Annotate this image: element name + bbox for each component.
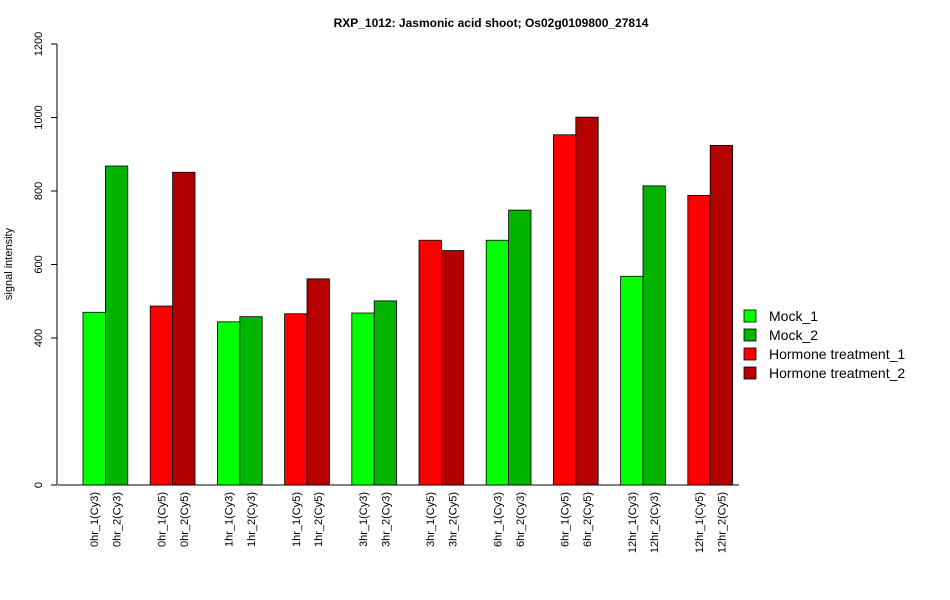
- x-tick-label: 3hr_2(Cy5): [448, 492, 460, 547]
- x-tick-label: 3hr_2(Cy3): [380, 492, 392, 547]
- y-tick-label: 400: [33, 329, 45, 347]
- x-tick-label: 1hr_1(Cy3): [224, 492, 236, 547]
- x-tick-label: 6hr_1(Cy5): [560, 492, 572, 547]
- legend-swatch: [743, 328, 757, 342]
- y-tick-label: 1000: [33, 105, 45, 129]
- chart-title: RXP_1012: Jasmonic acid shoot; Os02g0109…: [334, 16, 649, 30]
- legend-swatch: [743, 366, 757, 380]
- bar: [373, 300, 398, 486]
- bar: [485, 239, 510, 486]
- bar: [239, 316, 263, 486]
- bar: [418, 239, 442, 486]
- bar: [149, 305, 173, 486]
- bar: [351, 312, 375, 486]
- legend-swatch: [743, 309, 757, 323]
- x-tick-label: 3hr_1(Cy5): [425, 492, 437, 547]
- bar: [575, 116, 599, 486]
- bar: [440, 250, 465, 486]
- x-tick-label: 6hr_2(Cy3): [515, 492, 527, 547]
- x-tick-label: 1hr_2(Cy5): [313, 492, 325, 547]
- bar: [105, 165, 129, 486]
- legend-swatch: [743, 347, 757, 361]
- bar: [172, 171, 196, 486]
- legend-label: Mock_2: [769, 327, 818, 343]
- x-tick-labels: 0hr_1(Cy3) 0hr_2(Cy3) 0hr_1(Cy5) 0hr_2(Cy5)…: [89, 492, 728, 553]
- y-tick-label: 1200: [33, 32, 45, 56]
- x-tick-label: 0hr_2(Cy3): [112, 492, 124, 547]
- x-tick-label: 12hr_1(Cy3): [627, 492, 639, 553]
- y-tick-label: 800: [33, 182, 45, 200]
- x-tick-label: 6hr_1(Cy3): [492, 492, 504, 547]
- bars-group: [82, 116, 734, 486]
- x-tick-label: 0hr_1(Cy3): [89, 492, 101, 547]
- bar: [642, 185, 666, 486]
- x-tick-label: 6hr_2(Cy5): [582, 492, 594, 547]
- bar: [82, 311, 106, 486]
- bar: [508, 209, 532, 486]
- x-tick-label: 1hr_2(Cy3): [246, 492, 258, 547]
- bar: [709, 145, 734, 486]
- bar: [216, 321, 241, 486]
- x-tick-label: 1hr_1(Cy5): [291, 492, 303, 547]
- x-tick-label: 0hr_2(Cy5): [179, 492, 191, 547]
- y-tick-label: 0: [33, 482, 45, 488]
- bar: [620, 275, 644, 486]
- x-tick-label: 12hr_1(Cy5): [694, 492, 706, 553]
- bar: [284, 313, 308, 486]
- x-tick-label: 12hr_2(Cy5): [716, 492, 728, 553]
- x-tick-label: 3hr_1(Cy3): [358, 492, 370, 547]
- bar: [687, 195, 711, 486]
- y-axis-label: signal intensity: [3, 227, 15, 300]
- x-tick-label: 0hr_1(Cy5): [156, 492, 168, 547]
- bar: [553, 134, 577, 486]
- legend-label: Hormone treatment_1: [769, 346, 905, 362]
- legend: Mock_1 Mock_2 Hormone treatment_1 Hormone t…: [743, 308, 905, 381]
- x-tick-label: 12hr_2(Cy3): [649, 492, 661, 553]
- legend-label: Hormone treatment_2: [769, 365, 905, 381]
- bar: [306, 278, 330, 486]
- legend-label: Mock_1: [769, 308, 818, 324]
- y-tick-label: 600: [33, 255, 45, 273]
